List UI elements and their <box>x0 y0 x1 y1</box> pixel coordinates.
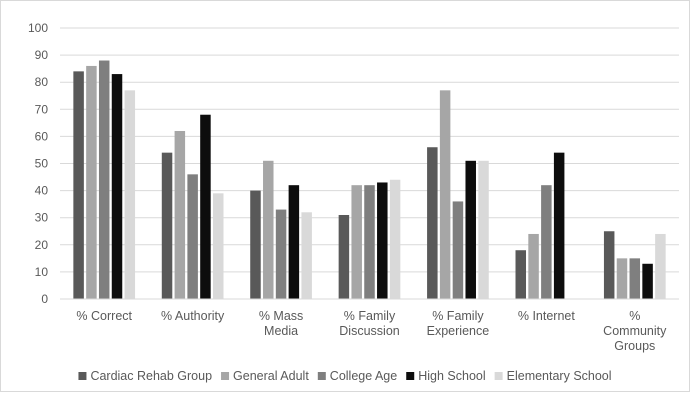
x-category-label-line: % Family <box>344 309 396 323</box>
x-category-label-line: % Mass <box>259 309 303 323</box>
x-category-label-line: Groups <box>614 339 655 353</box>
legend-label: Elementary School <box>507 369 612 383</box>
y-tick-label: 80 <box>35 75 49 89</box>
bar-cardiac-rehab-group <box>161 152 173 299</box>
bar-elementary-school <box>124 90 136 299</box>
legend-swatch <box>406 372 415 380</box>
bar-cardiac-rehab-group <box>427 147 438 299</box>
legend-label: High School <box>418 369 485 383</box>
x-category-label-line: % <box>629 309 640 323</box>
bar-elementary-school <box>301 212 312 299</box>
x-category-label: % Mass Media <box>259 309 303 338</box>
legend-swatch <box>494 372 503 380</box>
legend-item: College Age <box>317 369 397 383</box>
bar-college-age <box>541 185 552 299</box>
x-category-label: % Family Discussion <box>339 309 399 338</box>
legend-item: High School <box>406 369 486 383</box>
y-tick-label: 70 <box>35 102 49 116</box>
legend-swatch <box>78 372 87 380</box>
legend-label: College Age <box>330 369 397 383</box>
bar-college-age <box>98 60 110 299</box>
y-tick-label: 30 <box>35 211 49 225</box>
x-category-label-line: % Authority <box>161 309 225 323</box>
bar-elementary-school <box>655 233 666 299</box>
y-tick-label: 10 <box>35 265 49 279</box>
y-tick-label: 50 <box>35 157 49 171</box>
x-category-label-line: Media <box>264 324 298 338</box>
bar-general-adult <box>351 185 362 299</box>
y-tick-label: 100 <box>28 21 48 35</box>
bar-elementary-school <box>478 160 489 299</box>
legend-swatch <box>317 372 326 380</box>
legend-item: General Adult <box>221 369 309 383</box>
legend-item: Cardiac Rehab Group <box>78 369 212 383</box>
legend-swatch <box>221 372 230 380</box>
bar-high-school <box>553 152 565 299</box>
bars <box>73 60 666 299</box>
bar-college-age <box>629 258 641 299</box>
x-category-label: % Correct <box>76 309 132 323</box>
bar-cardiac-rehab-group <box>250 190 261 299</box>
x-category-label: % Family Experience <box>427 309 490 338</box>
x-category-label-line: % Internet <box>518 309 576 323</box>
legend-label: General Adult <box>233 369 309 383</box>
bar-high-school <box>465 160 476 299</box>
x-category-label: % Internet <box>518 309 576 323</box>
legend-item: Elementary School <box>494 369 612 383</box>
bar-general-adult <box>174 130 186 299</box>
x-category-label: % Community Groups <box>603 309 667 353</box>
bar-general-adult <box>86 65 97 299</box>
bar-cardiac-rehab-group <box>338 214 350 299</box>
x-category-label: % Authority <box>161 309 225 323</box>
x-category-label-line: Community <box>603 324 667 338</box>
bar-college-age <box>275 209 287 299</box>
bar-cardiac-rehab-group <box>73 71 84 299</box>
bar-elementary-school <box>389 179 401 299</box>
bar-college-age <box>364 185 375 299</box>
bar-high-school <box>200 114 211 299</box>
legend-label: Cardiac Rehab Group <box>90 369 212 383</box>
bar-college-age <box>452 201 464 299</box>
bar-high-school <box>642 263 653 299</box>
legend: Cardiac Rehab Group General Adult College … <box>78 369 612 383</box>
y-tick-label: 90 <box>35 48 49 62</box>
y-tick-label: 0 <box>41 292 48 306</box>
x-category-label-line: % Family <box>432 309 484 323</box>
x-category-label-line: % Correct <box>76 309 132 323</box>
bar-general-adult <box>616 258 628 299</box>
bar-high-school <box>111 74 123 299</box>
x-axis-category-labels: % Correct% Authority% Mass Media% Family D… <box>76 309 667 353</box>
y-tick-label: 20 <box>35 238 49 252</box>
bar-cardiac-rehab-group <box>603 231 615 299</box>
bar-general-adult <box>263 160 274 299</box>
bar-general-adult <box>528 233 539 299</box>
bar-elementary-school <box>212 193 224 299</box>
y-tick-label: 40 <box>35 184 49 198</box>
bar-college-age <box>187 174 198 299</box>
y-tick-label: 60 <box>35 129 49 143</box>
x-category-label-line: Experience <box>427 324 490 338</box>
bar-high-school <box>288 185 300 299</box>
y-axis-tick-labels: 0 10 20 30 40 50 60 70 80 90 100 <box>28 21 48 306</box>
x-category-label-line: Discussion <box>339 324 399 338</box>
bar-high-school <box>377 182 388 299</box>
bar-cardiac-rehab-group <box>515 250 527 299</box>
bar-general-adult <box>439 90 451 299</box>
